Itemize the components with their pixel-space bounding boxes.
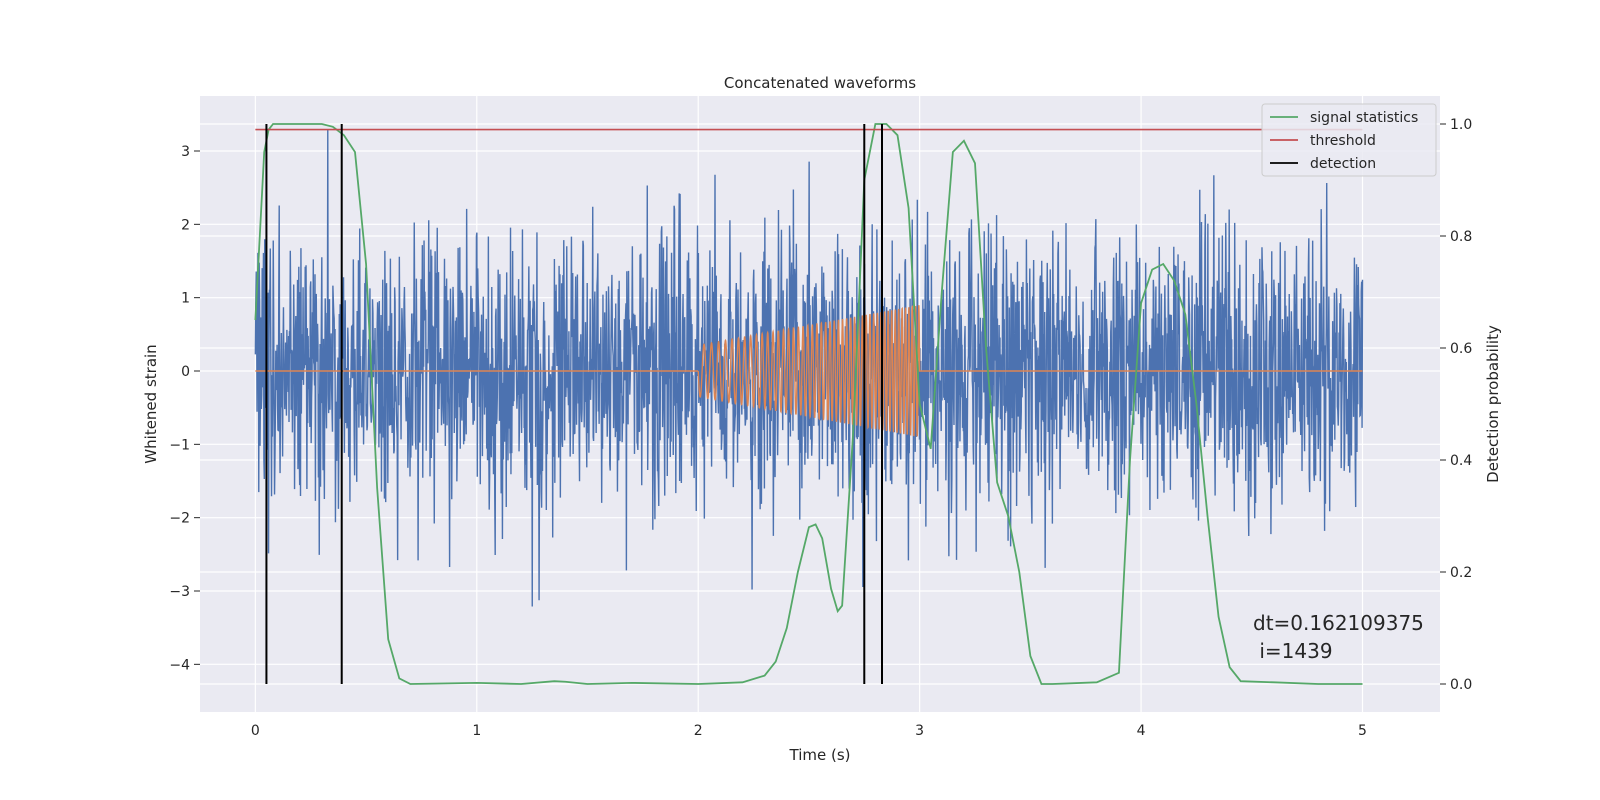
- x-tick-label: 5: [1358, 723, 1367, 739]
- left-tick-label: −4: [169, 657, 190, 673]
- x-axis-ticks: 0 1 2 3 4 5: [251, 723, 1367, 739]
- series-detection: [265, 124, 883, 684]
- grid-right: [200, 123, 1440, 685]
- left-tick-label: −2: [169, 511, 190, 527]
- right-tick-label: 0.6: [1450, 341, 1472, 357]
- left-tick-label: 0: [181, 364, 190, 380]
- right-tick-label: 0.2: [1450, 565, 1472, 581]
- legend: signal statistics threshold detection: [1261, 103, 1437, 177]
- x-tick-label: 1: [472, 723, 481, 739]
- legend-label-signal-statistics: signal statistics: [1310, 110, 1418, 126]
- x-tick-label: 3: [915, 723, 924, 739]
- legend-label-threshold: threshold: [1310, 133, 1376, 149]
- left-axis-ticks: 3 2 1 0 −1 −2 −3 −4: [169, 144, 200, 673]
- right-tick-label: 0.8: [1450, 229, 1472, 245]
- x-tick-label: 4: [1137, 723, 1146, 739]
- series-strain: [254, 129, 1364, 607]
- legend-label-detection: detection: [1310, 156, 1376, 172]
- left-tick-label: 1: [181, 291, 190, 307]
- annotation-index: i=1439: [1253, 639, 1333, 663]
- x-axis-label: Time (s): [789, 746, 851, 764]
- right-tick-label: 1.0: [1450, 117, 1472, 133]
- chart-title: Concatenated waveforms: [724, 74, 916, 92]
- right-axis-ticks: 1.0 0.8 0.6 0.4 0.2 0.0: [1440, 117, 1472, 693]
- y-axis-left-label: Whitened strain: [142, 344, 160, 463]
- left-tick-label: −3: [169, 584, 190, 600]
- series-signal-statistics: [254, 123, 1363, 685]
- right-tick-label: 0.0: [1450, 677, 1472, 693]
- left-tick-label: 3: [181, 144, 190, 160]
- annotation-dt: dt=0.162109375: [1253, 611, 1424, 635]
- legend-box: [1261, 103, 1437, 177]
- x-tick-label: 0: [251, 723, 260, 739]
- left-tick-label: −1: [169, 437, 190, 453]
- y-axis-right-label: Detection probability: [1484, 325, 1502, 483]
- left-tick-label: 2: [181, 217, 190, 233]
- right-tick-label: 0.4: [1450, 453, 1472, 469]
- plot-area: [254, 123, 1364, 685]
- x-tick-label: 2: [694, 723, 703, 739]
